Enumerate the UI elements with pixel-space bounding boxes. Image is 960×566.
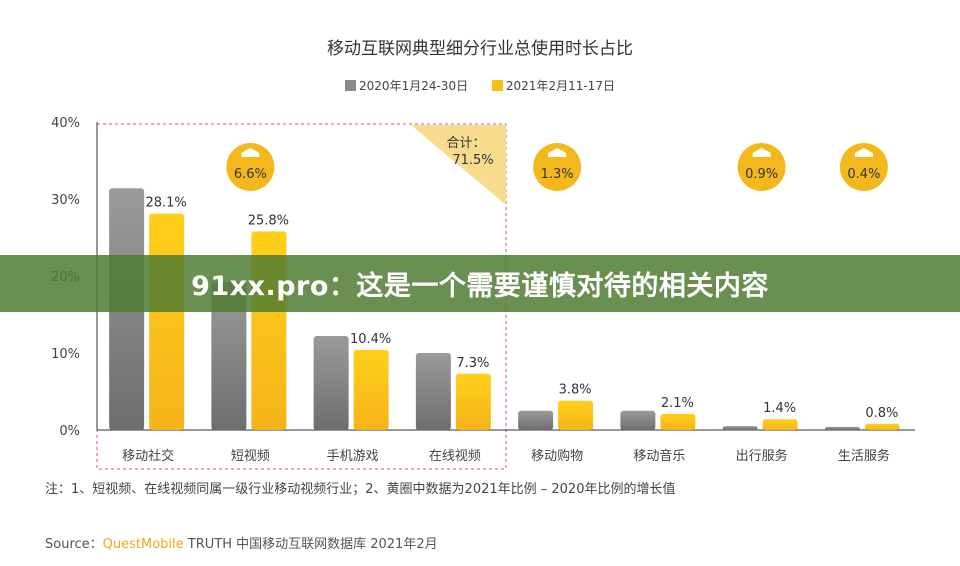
bar-2020 [518,410,554,430]
x-tick-label: 短视频 [231,449,270,464]
bar-2021-label: 28.1% [145,196,186,211]
growth-badge [737,143,786,191]
mobile-video-group-box [96,123,507,470]
bar-2021 [660,413,696,430]
legend-item-2020: 2020年1月24-30日 [345,77,468,94]
bar-2021 [558,400,594,430]
bar-2021 [455,373,491,430]
chart-title: 移动互联网典型细分行业总使用时长占比 [327,39,633,59]
x-tick-label: 移动社交 [122,448,174,464]
legend-label-2020: 2020年1月24-30日 [359,79,469,93]
bar-2021-label: 7.3% [456,356,489,371]
watermark-banner-text: 91xx.pro：这是一个需要谨慎对待的相关内容 [191,271,769,302]
legend-item-2021: 2021年2月11-17日 [491,77,615,94]
footnote: 注：1、短视频、在线视频同属一级行业移动视频行业；2、黄圈中数据为2021年比例… [45,482,676,497]
x-tick-label: 手机游戏 [327,449,379,464]
total-annotation-label: 合计： [446,136,485,151]
y-tick-label: 0% [59,424,80,439]
legend-swatch-2020 [345,80,357,91]
bar-2021-label: 1.4% [763,401,796,416]
graduation-cap-icon [241,148,260,157]
legend: 2020年1月24-30日 2021年2月11-17日 [0,77,960,94]
bar-2020 [313,336,349,430]
bar-2021 [762,419,798,430]
legend-label-2021: 2021年2月11-17日 [505,79,615,93]
bar-2021-label: 25.8% [248,213,289,228]
bar-2020 [722,426,758,430]
source-prefix: Source： [45,537,103,552]
total-annotation-value: 71.5% [452,153,493,168]
growth-badge-label: 0.4% [847,167,880,182]
source-brand: QuestMobile [102,537,184,552]
growth-badge-label: 1.3% [541,167,574,182]
growth-badge-label: 0.9% [745,167,778,182]
bar-2020 [620,410,656,430]
y-tick-label: 30% [51,193,80,208]
x-tick-label: 移动购物 [531,448,583,464]
growth-badge [839,143,888,191]
bar-2020 [211,282,247,430]
bar-2021-label: 2.1% [661,396,694,411]
growth-badge [226,143,275,191]
x-tick-label: 出行服务 [736,448,788,464]
bar-2021-label: 0.8% [865,406,898,421]
source-line: Source：QuestMobile TRUTH 中国移动互联网数据库 2021… [45,533,438,552]
graduation-cap-icon [752,148,771,157]
x-tick-label: 在线视频 [429,449,481,464]
growth-badge [533,143,582,191]
x-tick-label: 生活服务 [838,448,890,464]
watermark-banner: 91xx.pro：这是一个需要谨慎对待的相关内容 [0,255,960,312]
x-tick-label: 移动音乐 [633,448,685,464]
legend-swatch-2021 [491,80,503,91]
bar-2021-label: 10.4% [350,332,391,347]
bar-2021 [864,423,900,430]
bar-2021 [353,349,389,430]
graduation-cap-icon [548,148,567,157]
y-tick-label: 10% [51,347,80,362]
y-tick-label: 40% [51,116,80,131]
bar-2020 [415,353,451,430]
graduation-cap-icon [854,148,873,157]
bar-2021-label: 3.8% [559,383,592,398]
total-annotation-triangle [411,125,506,205]
bar-2021 [149,213,185,430]
bar-2020 [824,426,860,430]
growth-badge-label: 6.6% [234,167,267,182]
source-rest: TRUTH 中国移动互联网数据库 2021年2月 [183,537,438,552]
